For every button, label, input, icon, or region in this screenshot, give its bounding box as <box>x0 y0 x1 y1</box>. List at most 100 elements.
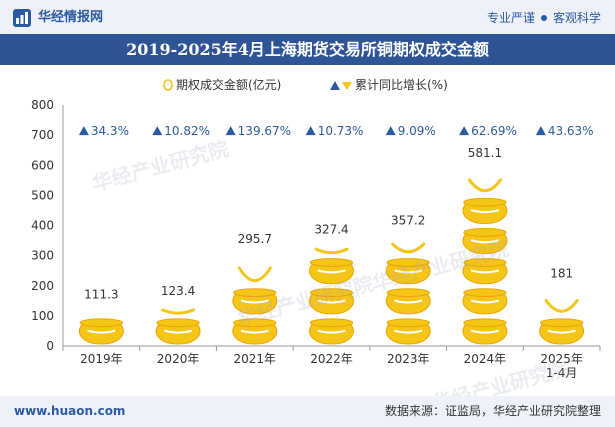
y-tick-label: 500 <box>31 188 54 202</box>
pot-rim <box>309 288 354 297</box>
x-tick-label: 2023年 <box>387 352 430 366</box>
pot-body <box>462 293 508 315</box>
value-label: 123.4 <box>161 284 195 298</box>
pot-body <box>385 263 431 285</box>
growth-triangle-icon <box>225 126 236 136</box>
pot-body <box>462 324 508 345</box>
legend-label-amount: 期权成交金额(亿元) <box>176 77 281 92</box>
legend-label-growth: 累计同比增长(%) <box>355 78 448 92</box>
pot-shine <box>394 299 423 304</box>
header-tags: 专业严谨 客观科学 <box>487 8 601 28</box>
pot-partial <box>314 247 349 255</box>
growth-marker-3: 10.73% <box>305 124 364 138</box>
tag-professional: 专业严谨 <box>486 11 535 25</box>
pot-partial <box>467 178 502 193</box>
x-tick-label: 1-4月 <box>546 366 578 380</box>
bar-5 <box>462 178 508 345</box>
growth-triangle-icon <box>305 126 316 136</box>
x-tick-label: 2022年 <box>310 352 353 366</box>
footer-source: 数据来源：证监局，华经产业研究院整理 <box>384 404 601 418</box>
value-label: 581.1 <box>468 146 502 160</box>
value-label: 357.2 <box>391 213 425 227</box>
legend-down-triangle-icon <box>342 82 352 90</box>
growth-label: 62.69% <box>471 124 517 138</box>
bar-1 <box>155 308 201 345</box>
growth-triangle-icon <box>152 126 163 136</box>
y-tick-label: 100 <box>31 309 54 323</box>
growth-label: 10.73% <box>318 124 364 138</box>
pot-shine <box>547 329 576 334</box>
x-tick-label: 2025年 <box>540 352 583 366</box>
pot-body <box>309 293 354 315</box>
pot-rim <box>309 318 354 328</box>
bar-3 <box>309 247 354 345</box>
growth-label: 34.3% <box>91 124 129 138</box>
pot-partial <box>161 308 196 315</box>
y-tick-label: 400 <box>31 219 54 233</box>
y-tick-label: 600 <box>31 158 54 172</box>
pot-partial <box>237 266 272 283</box>
pot-rim <box>463 288 507 297</box>
pot-body <box>155 324 201 345</box>
pot-body <box>232 324 278 345</box>
pot-rim <box>539 318 584 328</box>
chart-title: 2019-2025年4月上海期货交易所铜期权成交金额 <box>0 34 615 65</box>
pot-shine <box>470 239 500 244</box>
legend-triangle-icon <box>330 81 340 90</box>
pot-rim <box>233 318 277 328</box>
pot-rim <box>386 258 430 267</box>
growth-marker-0: 34.3% <box>78 124 129 138</box>
pot-shine <box>163 329 193 334</box>
pot-shine <box>87 329 116 334</box>
pot-body <box>232 293 278 315</box>
growth-label: 9.09% <box>398 124 436 138</box>
pot-shine <box>317 299 346 304</box>
pot-shine <box>240 299 269 304</box>
pot-shine <box>317 329 346 334</box>
bar-2 <box>232 266 278 345</box>
pot-body <box>385 324 431 345</box>
growth-label: 43.63% <box>548 124 594 138</box>
growth-triangle-icon <box>78 126 89 136</box>
pot-partial <box>544 298 579 313</box>
bar-0 <box>78 318 124 345</box>
value-label: 111.3 <box>84 287 118 301</box>
y-tick-label: 0 <box>46 339 54 353</box>
growth-triangle-icon <box>385 126 396 136</box>
pot-shine <box>470 269 500 274</box>
growth-label: 10.82% <box>164 124 210 138</box>
pot-body <box>462 233 508 255</box>
value-label: 295.7 <box>238 232 272 246</box>
pot-rim <box>233 288 277 297</box>
brand-logo-icon <box>13 9 31 27</box>
growth-marker-4: 9.09% <box>385 124 436 138</box>
pot-shine <box>470 299 500 304</box>
footer-bar: www.huaon.com 数据来源：证监局，华经产业研究院整理 <box>0 396 615 427</box>
pot-rim <box>79 318 124 328</box>
pot-body <box>539 324 585 345</box>
pot-rim <box>463 197 507 207</box>
pot-shine <box>317 269 346 274</box>
pot-body <box>309 324 354 345</box>
growth-marker-2: 139.67% <box>225 124 291 138</box>
growth-triangle-icon <box>535 126 546 136</box>
growth-marker-1: 10.82% <box>152 124 210 138</box>
brand[interactable]: 华经情报网 <box>12 8 103 28</box>
footer-site-link[interactable]: www.huaon.com <box>14 404 126 418</box>
top-bar: 华经情报网 专业严谨 客观科学 <box>0 0 615 34</box>
pot-shine <box>470 329 500 334</box>
growth-marker-5: 62.69% <box>459 124 517 138</box>
chart: 期权成交金额(亿元) 累计同比增长(%) 0 100 200 300 400 500 600 70… <box>31 77 601 380</box>
pot-partial <box>391 242 426 254</box>
growth-triangle-icon <box>459 126 470 136</box>
y-tick-label: 800 <box>31 98 54 112</box>
y-tick-label: 300 <box>31 249 54 263</box>
pot-shine <box>470 209 500 214</box>
pot-rim <box>156 318 200 328</box>
x-tick-label: 2019年 <box>80 352 123 366</box>
value-label: 327.4 <box>314 222 348 236</box>
pot-rim <box>309 258 354 267</box>
pot-rim <box>386 288 430 297</box>
brand-name: 华经情报网 <box>38 10 104 25</box>
bar-4 <box>385 242 431 345</box>
